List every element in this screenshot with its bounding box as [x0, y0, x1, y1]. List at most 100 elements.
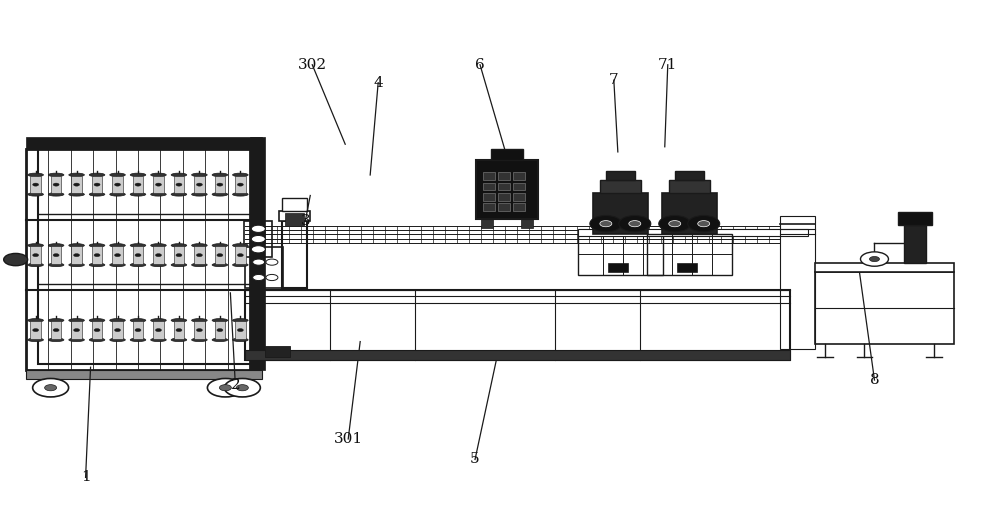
- Circle shape: [217, 328, 223, 332]
- Ellipse shape: [28, 319, 43, 322]
- Text: 4: 4: [373, 76, 383, 90]
- Bar: [513, 203, 525, 211]
- Bar: [194, 176, 205, 193]
- Circle shape: [135, 253, 141, 256]
- Ellipse shape: [69, 263, 84, 267]
- Ellipse shape: [171, 263, 187, 267]
- Circle shape: [74, 328, 80, 332]
- Circle shape: [53, 328, 59, 332]
- Ellipse shape: [69, 319, 84, 322]
- Circle shape: [237, 183, 243, 186]
- Bar: [235, 246, 246, 264]
- Circle shape: [217, 183, 223, 186]
- Ellipse shape: [233, 173, 248, 177]
- Bar: [593, 193, 648, 234]
- Circle shape: [217, 253, 223, 256]
- Bar: [26, 137, 262, 150]
- Ellipse shape: [212, 193, 228, 196]
- Circle shape: [94, 183, 100, 186]
- Bar: [174, 321, 184, 339]
- Ellipse shape: [151, 193, 166, 196]
- Ellipse shape: [212, 173, 228, 177]
- Bar: [92, 246, 102, 264]
- Ellipse shape: [28, 338, 43, 342]
- Bar: [51, 176, 61, 193]
- Bar: [133, 321, 143, 339]
- Circle shape: [176, 183, 182, 186]
- Bar: [498, 172, 510, 180]
- Bar: [26, 150, 250, 370]
- Circle shape: [266, 274, 278, 281]
- Bar: [904, 225, 926, 263]
- Ellipse shape: [233, 193, 248, 196]
- Ellipse shape: [212, 263, 228, 267]
- Ellipse shape: [130, 338, 146, 342]
- Ellipse shape: [110, 263, 125, 267]
- Bar: [675, 171, 704, 180]
- Circle shape: [253, 259, 265, 265]
- Text: 7: 7: [609, 73, 619, 87]
- Bar: [244, 221, 272, 257]
- Ellipse shape: [48, 244, 64, 247]
- Circle shape: [237, 328, 243, 332]
- Circle shape: [698, 221, 710, 227]
- Bar: [282, 198, 307, 211]
- Ellipse shape: [110, 338, 125, 342]
- Bar: [235, 321, 246, 339]
- Ellipse shape: [151, 173, 166, 177]
- Circle shape: [253, 274, 265, 281]
- Ellipse shape: [28, 173, 43, 177]
- Ellipse shape: [28, 193, 43, 196]
- Ellipse shape: [69, 173, 84, 177]
- Circle shape: [33, 183, 39, 186]
- Bar: [578, 229, 808, 236]
- Bar: [245, 290, 790, 359]
- Bar: [30, 246, 41, 264]
- Bar: [513, 182, 525, 190]
- Ellipse shape: [48, 263, 64, 267]
- Ellipse shape: [233, 263, 248, 267]
- Text: 6: 6: [475, 58, 485, 72]
- Ellipse shape: [110, 244, 125, 247]
- Bar: [606, 171, 635, 180]
- Bar: [608, 263, 628, 272]
- Bar: [483, 203, 495, 211]
- Circle shape: [219, 384, 231, 391]
- Ellipse shape: [89, 193, 105, 196]
- Ellipse shape: [233, 244, 248, 247]
- Text: 8: 8: [870, 373, 879, 387]
- Bar: [513, 172, 525, 180]
- Bar: [38, 143, 262, 363]
- Circle shape: [600, 221, 612, 227]
- Ellipse shape: [89, 173, 105, 177]
- Bar: [30, 321, 41, 339]
- Circle shape: [53, 253, 59, 256]
- Circle shape: [33, 378, 69, 397]
- Circle shape: [176, 253, 182, 256]
- Bar: [112, 321, 123, 339]
- Ellipse shape: [192, 263, 207, 267]
- Ellipse shape: [212, 319, 228, 322]
- Circle shape: [4, 253, 28, 266]
- Bar: [71, 246, 82, 264]
- Circle shape: [669, 221, 681, 227]
- Ellipse shape: [212, 338, 228, 342]
- Ellipse shape: [192, 338, 207, 342]
- Bar: [669, 180, 710, 193]
- Bar: [235, 176, 246, 193]
- Ellipse shape: [69, 244, 84, 247]
- Bar: [215, 321, 225, 339]
- Text: 301: 301: [334, 432, 363, 446]
- Bar: [194, 246, 205, 264]
- Ellipse shape: [130, 244, 146, 247]
- Circle shape: [590, 215, 622, 232]
- Ellipse shape: [130, 173, 146, 177]
- Ellipse shape: [48, 173, 64, 177]
- Ellipse shape: [89, 263, 105, 267]
- Ellipse shape: [233, 319, 248, 322]
- Bar: [483, 172, 495, 180]
- Bar: [51, 246, 61, 264]
- Bar: [815, 263, 954, 272]
- Bar: [112, 176, 123, 193]
- Bar: [578, 234, 663, 275]
